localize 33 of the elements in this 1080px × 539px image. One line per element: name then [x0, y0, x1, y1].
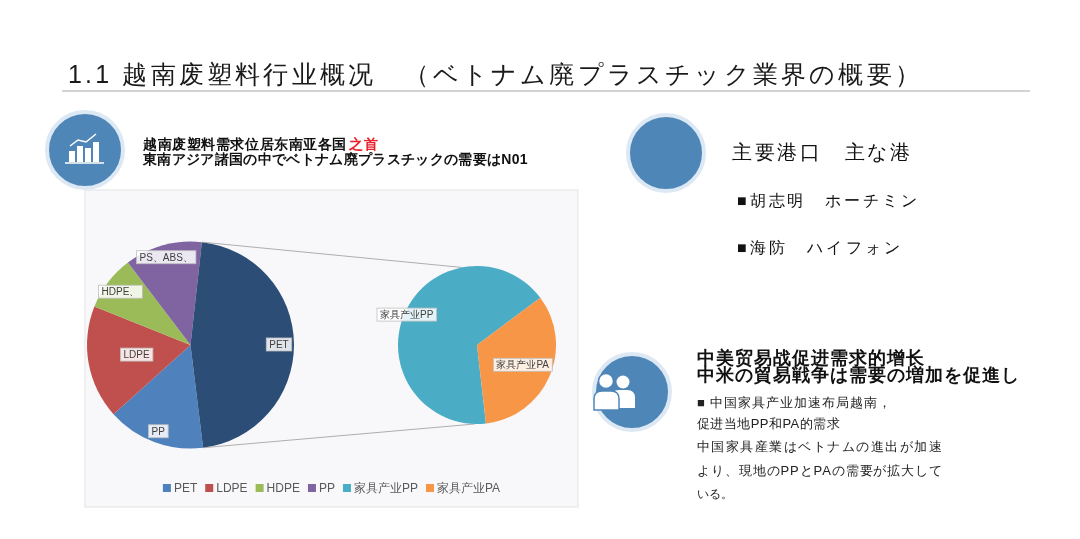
annotation: いる。: [697, 487, 733, 501]
annotation: ■ 中国家具产业加速布局越南，: [697, 395, 892, 410]
data-label: LDPE: [120, 347, 154, 362]
annotation: 促进当地PP和PA的需求: [697, 416, 840, 431]
legend-item: 家具产业PP: [342, 481, 418, 495]
data-label: PS、ABS、: [136, 250, 197, 265]
data-label: 家具产业PP: [379, 309, 434, 321]
legend-label: PET: [173, 481, 198, 495]
legend-item: PET: [162, 481, 198, 495]
annotation: 主要港口 主な港: [732, 141, 912, 163]
data-label: PET: [269, 338, 289, 350]
title: 1.1 越南废塑料行业概况 （ベトナム廃プラスチック業界の概要）: [68, 60, 924, 88]
legend-label: PP: [318, 481, 335, 495]
legend-item: HDPE: [255, 481, 300, 495]
annotation: 中国家具産業はベトナムの進出が加速: [697, 439, 943, 454]
legend-item: 家具产业PA: [426, 481, 501, 495]
data-label: PP: [148, 424, 169, 439]
annotation: 越南废塑料需求位居东南亚各国: [143, 136, 347, 152]
data-label: 家具产业PP: [376, 307, 438, 322]
data-label: PS、ABS、: [139, 251, 193, 263]
annotation: ■海防 ハイフォン: [737, 239, 903, 256]
legend-item: LDPE: [205, 481, 248, 495]
data-label: 家具产业PA: [493, 357, 553, 372]
annotation: 東南アジア諸国の中でベトナム廃プラスチックの需要はN01: [143, 151, 528, 167]
annotation: 之首: [349, 136, 378, 152]
legend-item: PP: [307, 481, 335, 495]
annotation: ■胡志明 ホーチミン: [737, 192, 920, 209]
legend-label: LDPE: [216, 481, 248, 495]
data-label: HDPE、: [98, 284, 143, 299]
data-label: LDPE: [123, 349, 150, 361]
legend-label: HDPE: [266, 481, 300, 495]
annotation: より、現地のPPとPAの需要が拡大して: [697, 463, 943, 478]
data-label: PET: [265, 337, 293, 352]
